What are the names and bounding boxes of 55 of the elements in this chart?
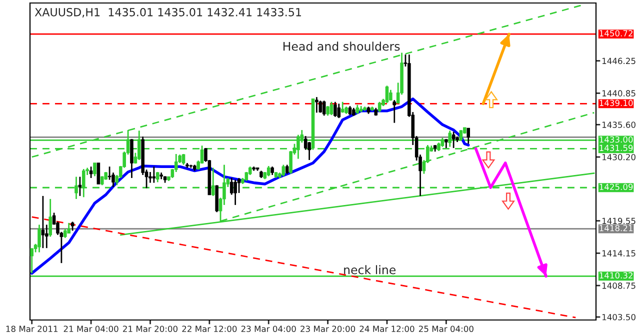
candlestick — [30, 247, 34, 274]
x-tick-label: 23 Mar 04:00 — [241, 326, 296, 332]
line-series — [474, 147, 548, 278]
ref-line-label: 1450.72 — [600, 30, 632, 36]
x-tick-label: 24 Mar 12:00 — [360, 326, 414, 332]
y-tick-label: 1414.15 — [602, 250, 636, 256]
candlestick — [234, 179, 237, 206]
ref-line-label: 1410.32 — [600, 272, 632, 279]
candlestick — [334, 101, 337, 118]
candlestick — [452, 131, 456, 149]
candlestick — [38, 224, 41, 253]
y-tick-label: 1446.25 — [602, 58, 636, 64]
line-series — [30, 97, 470, 275]
y-tick-label: 1408.75 — [602, 282, 636, 289]
ref-line-label: 1431.59 — [600, 144, 633, 152]
candlestick — [182, 153, 186, 166]
annotation: neck line — [344, 265, 396, 274]
x-tick-label: 25 Mar 04:00 — [418, 326, 474, 332]
candlestick — [93, 162, 96, 177]
candlestick — [337, 102, 341, 119]
ref-line-label: 1418.21 — [600, 224, 633, 232]
ref-line-label: 1425.09 — [600, 184, 633, 190]
annotation: Head and shoulders — [283, 42, 400, 51]
candlestick — [96, 162, 100, 184]
x-tick-label: 23 Mar 20:00 — [300, 326, 356, 332]
y-tick-label: 1440.85 — [602, 90, 636, 96]
y-tick-label: 1419.55 — [602, 218, 636, 224]
candlestick — [326, 105, 330, 116]
candlestick — [67, 222, 70, 234]
candlestick — [41, 195, 45, 249]
y-tick-label: 1403.50 — [602, 314, 636, 320]
x-tick-label: 22 Mar 12:00 — [182, 326, 237, 332]
candlestick — [466, 127, 470, 144]
x-tick-label: 18 Mar 2011 — [6, 326, 58, 332]
candlestick — [392, 99, 396, 124]
chart-title: XAUUSD,H1 1435.01 1435.01 1432.41 1433.51 — [34, 8, 301, 18]
candlestick — [78, 176, 82, 197]
candlestick — [378, 101, 382, 113]
candlestick — [230, 177, 234, 196]
y-tick-label: 1430.20 — [602, 154, 636, 160]
candlestick — [152, 166, 156, 184]
candlestick — [48, 198, 52, 238]
candlestick — [385, 85, 389, 104]
candlestick — [174, 153, 178, 173]
ref-line-label: 1433.00 — [600, 136, 633, 143]
candlestick — [266, 165, 270, 177]
candlestick — [330, 101, 334, 116]
x-tick-label: 21 Mar 20:00 — [123, 326, 178, 332]
candlestick — [130, 138, 134, 179]
candlestick — [322, 100, 326, 116]
x-tick-label: 21 Mar 04:00 — [64, 326, 118, 332]
y-tick-label: 1435.60 — [602, 122, 636, 128]
candlestick — [282, 164, 286, 177]
ref-line-label: 1439.10 — [600, 100, 633, 106]
candlestick — [315, 96, 318, 114]
